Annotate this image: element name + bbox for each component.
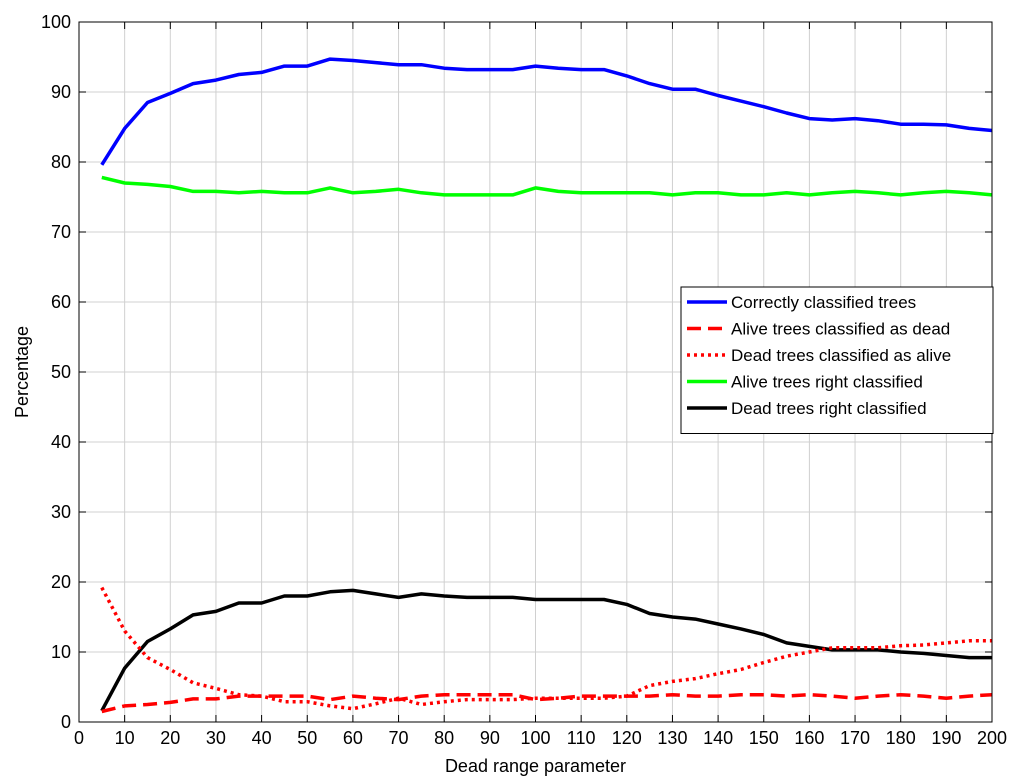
y-tick-label: 20 [51, 572, 71, 592]
series-line [100, 57, 993, 166]
y-tick-label: 60 [51, 292, 71, 312]
x-tick-label: 90 [480, 728, 500, 748]
y-tick-label: 10 [51, 642, 71, 662]
y-tick-label: 100 [41, 12, 71, 32]
y-tick-label: 90 [51, 82, 71, 102]
y-tick-label: 0 [61, 712, 71, 732]
series-line [100, 586, 992, 711]
legend: Correctly classified trees Alive trees cl… [680, 286, 994, 434]
legend-box [680, 286, 994, 434]
x-tick-label: 10 [115, 728, 135, 748]
y-tick-labels: 0 10 20 30 40 50 60 70 80 90 100 [41, 12, 71, 732]
legend-label: Alive trees right classified [731, 373, 923, 392]
series-lines [100, 57, 993, 714]
y-tick-label: 70 [51, 222, 71, 242]
x-tick-label: 110 [567, 728, 596, 748]
y-tick-label: 50 [51, 362, 71, 382]
y-tick-label: 40 [51, 432, 71, 452]
x-tick-label: 200 [977, 728, 1007, 748]
x-tick-label: 190 [931, 728, 961, 748]
y-tick-label: 80 [51, 152, 71, 172]
legend-label: Alive trees classified as dead [731, 320, 950, 339]
x-tick-label: 30 [206, 728, 226, 748]
x-tick-label: 20 [160, 728, 180, 748]
legend-label: Dead trees right classified [731, 399, 927, 418]
x-tick-label: 60 [343, 728, 363, 748]
x-tick-labels: 0 10 20 30 40 50 60 70 80 90 100 110 120 130 140 150 160… [74, 728, 1007, 748]
legend-label: Dead trees classified as alive [731, 346, 951, 365]
series-line [101, 175, 993, 197]
x-tick-label: 70 [389, 728, 409, 748]
x-tick-label: 130 [657, 728, 687, 748]
series-line [100, 588, 992, 712]
x-tick-label: 150 [749, 728, 779, 748]
y-tick-label: 30 [51, 502, 71, 522]
x-tick-label: 100 [520, 728, 550, 748]
x-tick-label: 120 [612, 728, 642, 748]
x-tick-label: 0 [74, 728, 84, 748]
x-tick-label: 180 [886, 728, 916, 748]
x-tick-label: 40 [252, 728, 272, 748]
x-axis-title: Dead range parameter [445, 756, 626, 776]
x-tick-label: 140 [703, 728, 733, 748]
series-line [101, 692, 993, 714]
y-axis-title: Percentage [12, 326, 32, 418]
legend-label: Correctly classified trees [731, 293, 916, 312]
x-tick-label: 170 [840, 728, 870, 748]
x-tick-label: 80 [434, 728, 454, 748]
x-tick-label: 160 [794, 728, 824, 748]
x-tick-label: 50 [297, 728, 317, 748]
axis-ticks [78, 21, 993, 723]
